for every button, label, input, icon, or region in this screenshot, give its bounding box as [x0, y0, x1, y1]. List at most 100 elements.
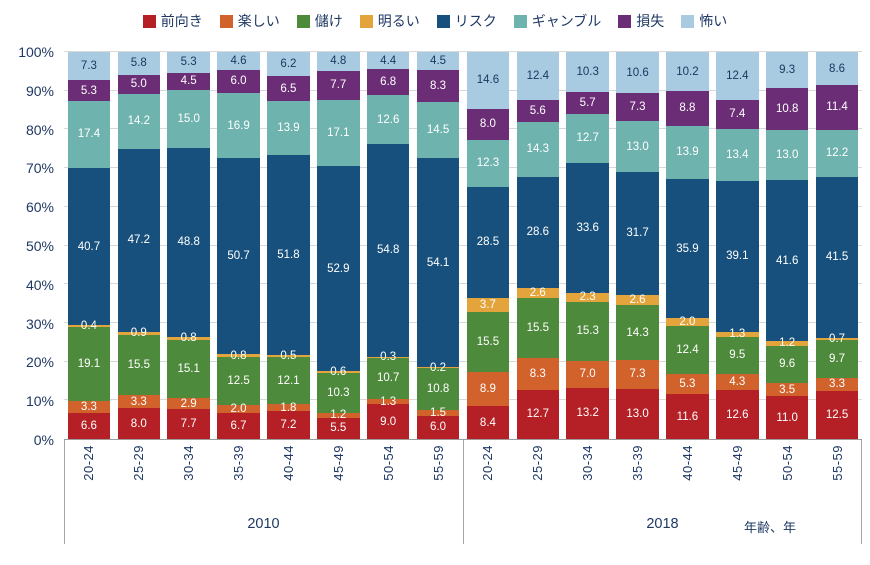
segment-loss: 5.0	[117, 74, 160, 94]
legend-label-profit: 儲け	[314, 13, 343, 29]
segment-value: 15.3	[576, 325, 599, 338]
x-slot: 20-24	[463, 440, 513, 510]
segment-value: 7.4	[729, 108, 746, 121]
segment-profit: 15.5	[516, 297, 559, 358]
segment-value: 4.5	[180, 75, 197, 88]
segment-risk: 52.9	[317, 166, 360, 371]
segment-scary: 6.2	[267, 52, 310, 77]
segment-loss: 6.0	[217, 69, 260, 93]
bar-2010-40-44: 7.2 1.8 12.1 0.5 51.8 13.9 6.5 6.2	[267, 52, 310, 439]
segment-value: 6.5	[280, 82, 297, 95]
y-axis-tick-label: 80%	[25, 121, 54, 138]
segment-value: 8.4	[479, 416, 496, 429]
bar-2018-40-44: 11.6 5.3 12.4 2.0 35.9 13.9 8.8 10.2	[666, 52, 709, 439]
x-slot: 30-34	[563, 440, 613, 510]
x-axis-category-label: 20-24	[480, 445, 496, 481]
segment-fun: 3.3	[67, 400, 111, 414]
gridline	[64, 89, 862, 91]
segment-loss: 8.8	[666, 91, 709, 126]
segment-value: 54.1	[426, 256, 450, 269]
segment-bright: 0.7	[815, 333, 859, 345]
segment-value: 47.2	[127, 234, 150, 247]
segment-value: 13.2	[576, 407, 599, 420]
segment-value: 48.8	[177, 236, 200, 249]
segment-gamble: 12.2	[815, 129, 859, 177]
segment-scary: 4.5	[416, 52, 460, 70]
segment-risk: 54.1	[416, 157, 460, 368]
segment-positive: 12.5	[815, 390, 859, 439]
segment-scary: 4.6	[217, 52, 260, 70]
segment-profit: 9.6	[765, 345, 809, 383]
segment-value: 1.2	[330, 409, 347, 422]
segment-value: 14.5	[426, 123, 450, 136]
segment-bright: 0.9	[117, 327, 160, 339]
legend-label-risk: リスク	[454, 13, 497, 29]
segment-value: 14.6	[476, 74, 500, 87]
x-axis-category-label: 55-59	[430, 445, 446, 481]
bar-slot: 8.0 3.3 15.5 0.9 47.2 14.2 5.0 5.8	[114, 52, 164, 439]
segment-value: 8.9	[479, 383, 496, 396]
segment-value: 6.7	[230, 420, 247, 433]
segment-loss: 7.3	[616, 93, 659, 122]
segment-value: 50.7	[227, 250, 250, 263]
segment-bright: 0.5	[267, 350, 310, 362]
legend-item-fun: 楽しい	[219, 11, 280, 31]
segment-value: 9.7	[829, 353, 846, 366]
x-axis-category-label: 30-34	[181, 445, 197, 481]
segment-value: 5.0	[130, 78, 147, 91]
segment-loss: 5.3	[67, 80, 111, 101]
segment-value: 14.3	[526, 143, 549, 156]
segment-gamble: 17.1	[317, 100, 360, 167]
segment-value: 28.5	[476, 236, 500, 249]
segment-gamble: 14.3	[516, 121, 559, 178]
bar-2018-55-59: 12.5 3.3 9.7 0.7 41.5 12.2 11.4 8.6	[815, 52, 859, 439]
segment-scary: 12.4	[716, 52, 759, 101]
segment-value: 1.5	[430, 406, 447, 419]
segment-scary: 12.4	[516, 52, 559, 101]
segment-value: 0.2	[430, 361, 447, 374]
segment-value: 6.8	[380, 76, 397, 89]
segment-bright: 2.6	[516, 287, 559, 299]
bar-slot: 7.7 2.9 15.1 0.8 48.8 15.0 4.5 5.3	[164, 52, 214, 439]
bar-slot: 12.7 8.3 15.5 2.6 28.6 14.3 5.6 12.4	[513, 52, 563, 439]
segment-value: 8.0	[479, 118, 496, 131]
segment-bright: 1.2	[765, 337, 809, 349]
segment-value: 12.7	[526, 408, 549, 421]
segment-bright: 1.3	[716, 328, 759, 340]
bar-slot: 5.5 1.2 10.3 0.6 52.9 17.1 7.7 4.8	[313, 52, 363, 439]
segment-value: 9.5	[729, 349, 746, 362]
segment-scary: 9.3	[765, 52, 809, 89]
category-axis-area: 20-24 25-29 30-34 35-39 40-44 45-49 50-54 55-59…	[64, 440, 862, 544]
x-axis-category-label: 45-49	[729, 445, 745, 481]
segment-value: 54.8	[376, 244, 400, 257]
axis-divider-middle	[463, 440, 464, 544]
segment-positive: 9.0	[366, 404, 410, 439]
segment-gamble: 13.9	[267, 101, 310, 155]
bar-2018-50-54: 11.0 3.5 9.6 1.2 41.6 13.0 10.8 9.3	[765, 52, 809, 439]
segment-value: 9.3	[779, 64, 796, 77]
segment-profit: 10.7	[366, 357, 410, 400]
segment-profit: 19.1	[67, 326, 111, 401]
segment-value: 10.3	[576, 65, 599, 78]
x-slot: 40-44	[264, 440, 314, 510]
gridline	[64, 128, 862, 130]
segment-value: 17.4	[77, 128, 101, 141]
segment-value: 13.9	[277, 122, 300, 135]
gridline	[64, 360, 862, 362]
legend-swatch-positive	[142, 14, 156, 28]
segment-gamble: 12.6	[366, 95, 410, 145]
segment-fun: 8.9	[466, 372, 510, 407]
x-slot: 25-29	[114, 440, 164, 510]
segment-value: 15.0	[177, 112, 200, 125]
segment-gamble: 14.5	[416, 101, 460, 158]
segment-fun: 2.9	[167, 398, 210, 410]
segment-fun: 7.3	[616, 360, 659, 389]
segment-bright: 0.3	[366, 351, 410, 363]
legend-label-positive: 前向き	[160, 13, 203, 29]
segment-value: 0.5	[280, 350, 297, 363]
segment-value: 31.7	[626, 227, 649, 240]
legend-item-profit: 儲け	[296, 11, 343, 31]
segment-value: 12.3	[476, 157, 500, 170]
legend-label-fun: 楽しい	[237, 13, 280, 29]
segment-bright: 0.6	[317, 366, 360, 378]
